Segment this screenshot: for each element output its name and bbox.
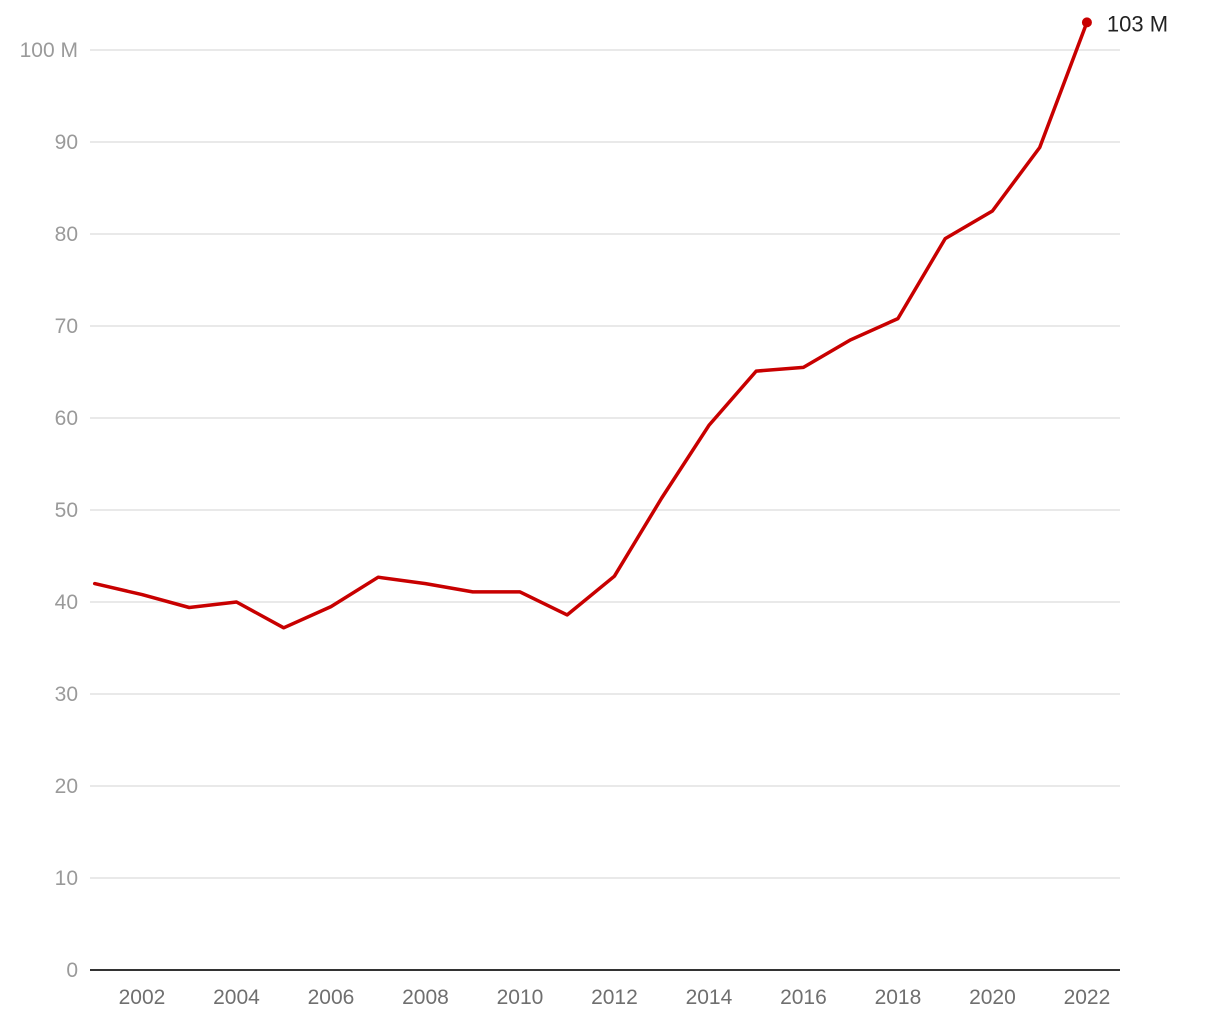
gridlines (90, 49, 1120, 879)
series-line (92, 20, 1089, 630)
y-tick-label: 60 (55, 407, 78, 430)
x-tick-label: 2002 (119, 986, 166, 1009)
end-value-label: 103 M (1107, 11, 1168, 36)
data-points (1081, 17, 1092, 28)
y-tick-label: 30 (55, 683, 78, 706)
x-tick-label: 2020 (969, 986, 1016, 1009)
y-axis-tick-labels: 0 10 20 30 40 50 60 70 80 90 100 M (20, 39, 78, 982)
y-tick-label: 10 (55, 867, 78, 890)
series-layer (92, 20, 1089, 630)
x-tick-label: 2012 (591, 986, 638, 1009)
x-tick-label: 2008 (402, 986, 449, 1009)
x-tick-label: 2010 (497, 986, 544, 1009)
y-tick-label: 20 (55, 775, 78, 798)
y-tick-label: 40 (55, 591, 78, 614)
y-tick-label: 0 (66, 959, 78, 982)
x-tick-label: 2016 (780, 986, 827, 1009)
x-tick-label: 2022 (1064, 986, 1111, 1009)
x-axis-tick-labels: 2002 2004 2006 2008 2010 2012 2014 2016 2018 2020… (119, 986, 1111, 1009)
x-tick-label: 2006 (308, 986, 355, 1009)
y-tick-label: 100 M (20, 39, 78, 62)
x-tick-label: 2004 (213, 986, 260, 1009)
y-tick-label: 80 (55, 223, 78, 246)
y-tick-label: 90 (55, 131, 78, 154)
end-point-marker (1081, 17, 1092, 28)
y-tick-label: 70 (55, 315, 78, 338)
y-tick-label: 50 (55, 499, 78, 522)
x-tick-label: 2018 (875, 986, 922, 1009)
x-tick-label: 2014 (686, 986, 733, 1009)
